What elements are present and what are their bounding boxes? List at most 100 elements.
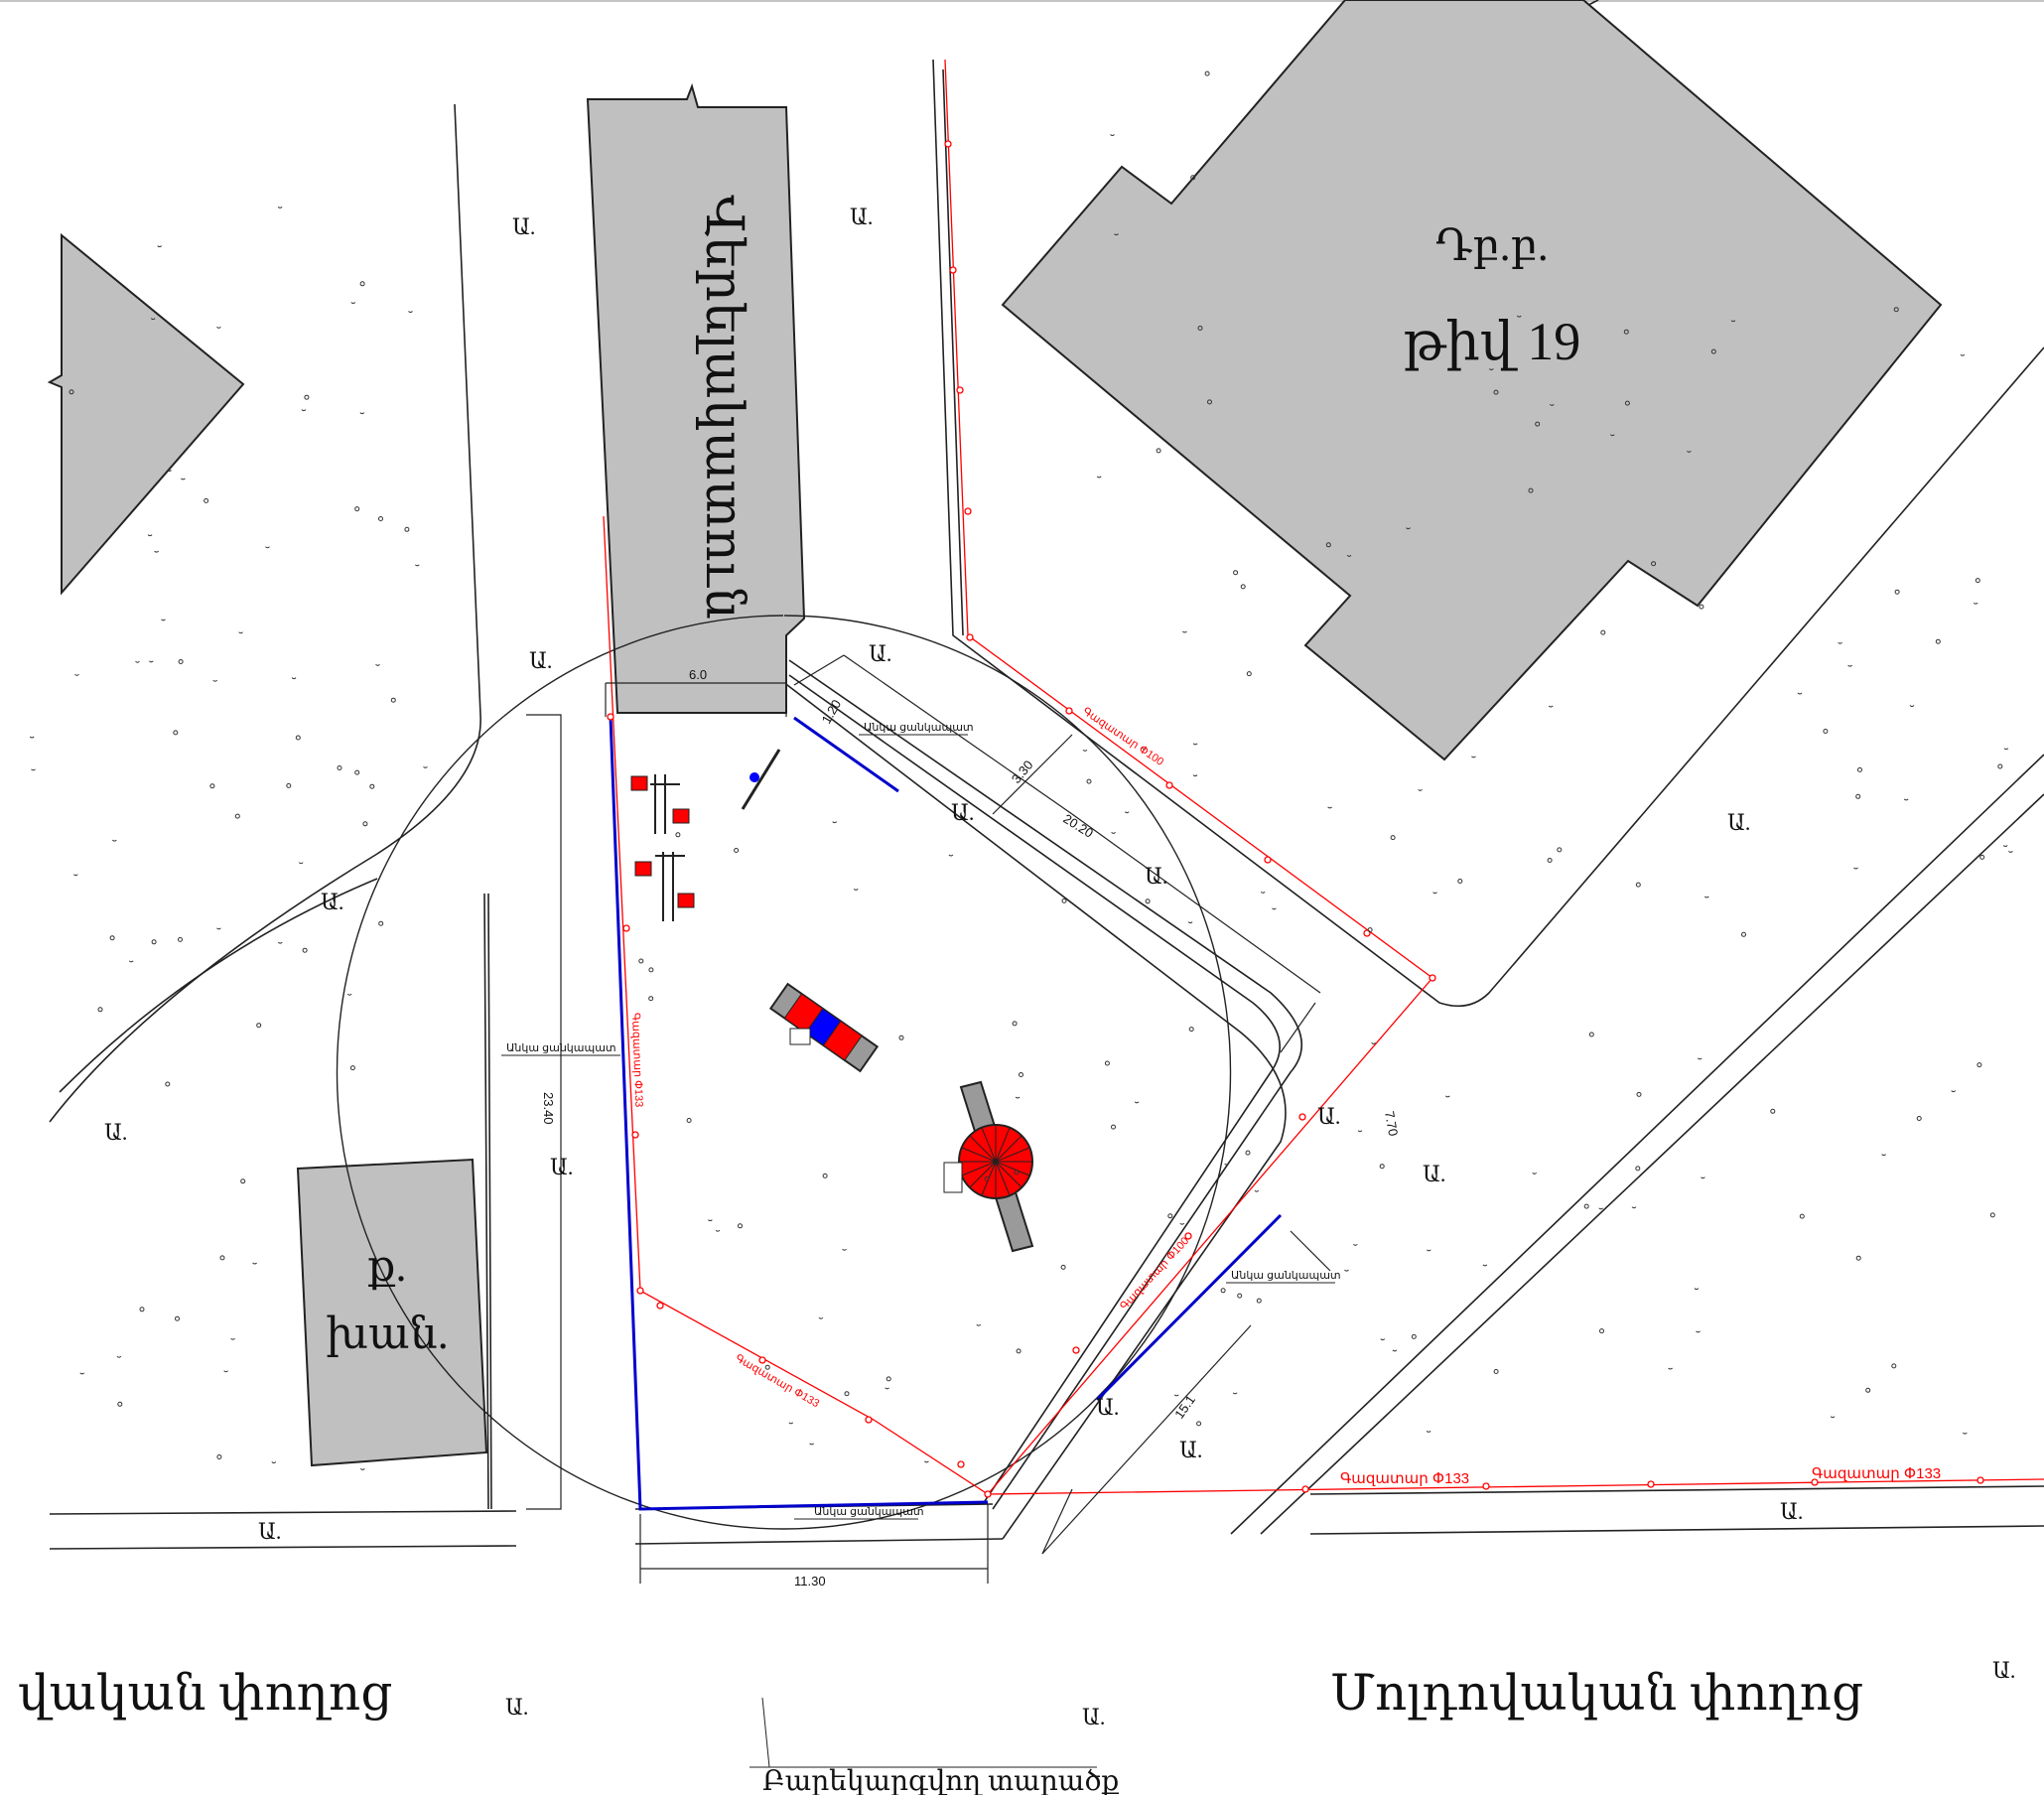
dim-7-70: [1290, 1230, 1331, 1272]
path-left-vertical-2: [487, 893, 492, 1510]
grass-dot: [349, 1065, 355, 1071]
grass-tick: [1701, 1176, 1705, 1179]
grass-tick: [1962, 1432, 1968, 1435]
grass-dot: [1635, 882, 1641, 888]
right-diagonal-1: [1230, 754, 2044, 1535]
grass-tick: [301, 409, 307, 412]
grass-dot: [209, 783, 215, 789]
grass-tick: [216, 326, 221, 329]
grass-dot: [984, 1175, 990, 1181]
curb-label-top: Անկա ցանկապատ: [864, 722, 974, 734]
utility-labels: Գազատար Փ133 Գազատար Փ133 Գազատար Փ100 Գ…: [506, 706, 1941, 1518]
grass-dot: [390, 697, 396, 703]
grass-dot: [1989, 1212, 1995, 1218]
driveway-inner: [788, 674, 1281, 1505]
seesaw-pivot: [749, 772, 759, 782]
grass-tick: [1082, 749, 1088, 752]
grass-tick: [1346, 554, 1352, 557]
grass-tick: [1444, 1095, 1450, 1098]
grass-dot: [686, 1118, 692, 1123]
grass-dot: [175, 1315, 180, 1321]
street-bottom-mid-2: [634, 1538, 1004, 1545]
path-left-curve: [59, 878, 378, 1093]
grass-tick: [230, 1337, 235, 1340]
grass-tick: [128, 960, 134, 963]
dim-6-0-ext: [605, 683, 787, 717]
grass-tick: [150, 318, 156, 321]
grass-dot: [337, 765, 342, 770]
grass-dot: [1823, 729, 1829, 734]
grass-tick: [375, 663, 380, 666]
grass-dot: [1528, 487, 1534, 493]
seesaw-bar: [741, 749, 781, 810]
slide-complex: [768, 982, 880, 1073]
grass-tick: [708, 1219, 713, 1222]
grass-tick: [135, 660, 140, 663]
grass-tick: [148, 660, 154, 663]
grass-tick: [1516, 315, 1522, 318]
grass-tick: [29, 736, 35, 739]
grass-tick: [423, 765, 428, 768]
grass-tick: [181, 478, 186, 481]
street-right-label: Մոլդովական փողոց: [1330, 1665, 1863, 1722]
grass-tick: [1380, 1338, 1386, 1341]
grass-dot: [404, 526, 410, 532]
grass-tick: [1134, 1101, 1140, 1104]
grass-dot: [1197, 326, 1203, 331]
grass-dot: [1237, 1293, 1243, 1299]
grass-dot: [1367, 927, 1373, 933]
grass-dot: [1855, 793, 1861, 799]
grass-tick: [161, 619, 166, 621]
grass-dot: [1893, 307, 1899, 313]
grass-tick: [1344, 1269, 1349, 1272]
dim-3-30: [992, 734, 1073, 815]
grass-tick: [2002, 845, 2008, 847]
grass-dot: [97, 1007, 103, 1013]
grass-dot: [1256, 1298, 1262, 1304]
grass-dot: [302, 947, 308, 953]
grass-tick: [167, 470, 172, 472]
green-mark: Ա.: [258, 1519, 281, 1544]
swing-seat-1b: [672, 808, 690, 824]
grass-tick: [1951, 1090, 1957, 1093]
leader-lines: [501, 734, 1335, 1768]
area-label: Բարեկարգվող տարածք: [762, 1766, 1120, 1795]
grass-dot: [1061, 898, 1067, 903]
slide-stairs: [789, 1028, 811, 1045]
grass-tick: [1406, 527, 1411, 530]
grass-dot: [844, 1391, 850, 1397]
grass-tick: [1847, 664, 1852, 667]
green-mark: Ա.: [104, 1120, 127, 1145]
grass-dot: [1145, 898, 1151, 904]
green-mark: Ա.: [1727, 810, 1750, 835]
dim-23-40: [526, 714, 562, 1510]
grass-tick: [359, 1468, 365, 1470]
fence-top-diag: [793, 716, 899, 793]
grass-dot: [178, 659, 184, 664]
curb-label-bottom: Անկա ցանկապատ: [814, 1506, 924, 1518]
grass-tick: [1687, 450, 1692, 453]
grass-tick: [1903, 798, 1909, 801]
grass-tick: [1668, 1367, 1673, 1370]
grass-tick: [715, 1229, 721, 1232]
grass-tick: [1881, 1154, 1886, 1157]
dim-15-1-tick: [1041, 1488, 1073, 1555]
grass-tick: [277, 941, 283, 944]
green-mark: Ա.: [1179, 1438, 1202, 1462]
grass-dot: [1865, 1387, 1871, 1393]
green-mark: Ա.: [321, 890, 343, 914]
path-left-outer: [49, 103, 481, 1123]
grass-dot: [1770, 1108, 1776, 1114]
grass-tick: [1482, 1264, 1488, 1267]
school-label-line1: Դբ.բ.: [1435, 221, 1549, 270]
grass-dot: [295, 735, 301, 741]
grass-dot: [1935, 638, 1941, 644]
green-mark: Ա.: [850, 205, 873, 229]
dim-11-30: [639, 1504, 989, 1584]
grass-dot: [1390, 835, 1396, 841]
grass-tick: [154, 550, 159, 553]
swing-seat-2b: [677, 893, 695, 908]
grass-dot: [898, 1035, 904, 1040]
grass-tick: [1272, 907, 1277, 910]
green-marks: Ա. Ա. Ա. Ա. Ա. Ա. Ա. Ա. Ա. Ա. Ա. Ա. Ա. Ա…: [104, 205, 2015, 1729]
